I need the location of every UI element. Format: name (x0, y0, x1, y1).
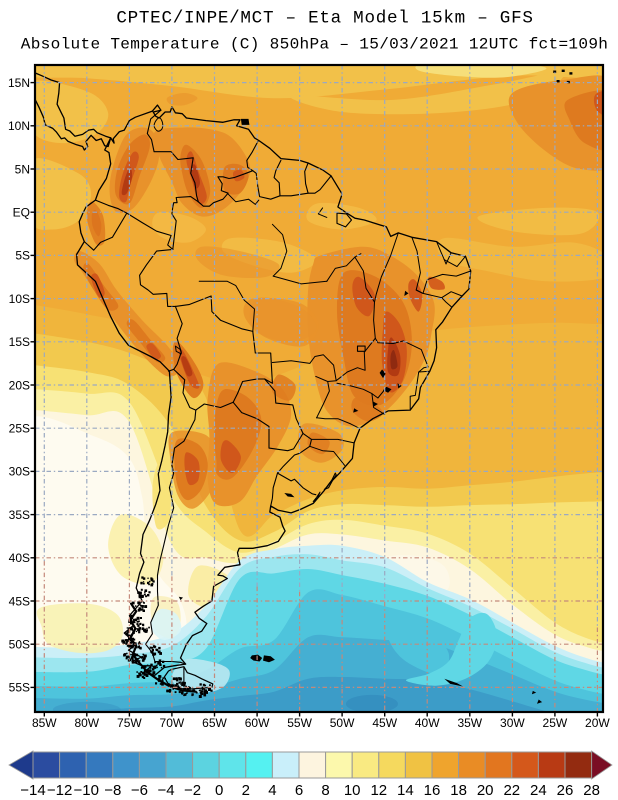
svg-text:35W: 35W (457, 716, 482, 730)
svg-text:5S: 5S (15, 249, 30, 263)
svg-text:10N: 10N (8, 119, 30, 133)
svg-text:10: 10 (344, 782, 361, 799)
svg-text:22: 22 (503, 782, 520, 799)
svg-text:0: 0 (215, 782, 223, 799)
svg-text:40W: 40W (415, 716, 440, 730)
svg-text:−6: −6 (131, 782, 148, 799)
svg-text:5N: 5N (15, 162, 30, 176)
svg-text:24: 24 (530, 782, 547, 799)
svg-text:26: 26 (557, 782, 574, 799)
svg-text:−14: −14 (20, 782, 45, 799)
svg-text:28: 28 (583, 782, 600, 799)
svg-text:−4: −4 (157, 782, 174, 799)
svg-text:25W: 25W (543, 716, 568, 730)
svg-text:EQ: EQ (13, 206, 30, 220)
svg-text:15N: 15N (8, 76, 30, 90)
svg-text:−8: −8 (104, 782, 121, 799)
svg-text:8: 8 (321, 782, 329, 799)
svg-text:12: 12 (370, 782, 387, 799)
svg-text:70W: 70W (160, 716, 185, 730)
svg-text:55S: 55S (9, 681, 30, 695)
svg-text:55W: 55W (287, 716, 312, 730)
svg-text:45W: 45W (372, 716, 397, 730)
svg-text:25S: 25S (9, 422, 30, 436)
svg-text:35S: 35S (9, 508, 30, 522)
svg-text:CPTEC/INPE/MCT – Eta Model 15: CPTEC/INPE/MCT – Eta Model 15km – GFS (116, 8, 533, 28)
svg-text:60W: 60W (245, 716, 270, 730)
svg-text:6: 6 (295, 782, 303, 799)
svg-text:40S: 40S (9, 551, 30, 565)
svg-text:−2: −2 (184, 782, 201, 799)
svg-text:75W: 75W (117, 716, 142, 730)
svg-text:14: 14 (397, 782, 414, 799)
svg-text:45S: 45S (9, 594, 30, 608)
svg-text:Absolute Temperature (C) 850hP: Absolute Temperature (C) 850hPa – 15/03/… (21, 36, 609, 54)
svg-text:−12: −12 (47, 782, 72, 799)
svg-text:15S: 15S (9, 335, 30, 349)
svg-text:4: 4 (268, 782, 276, 799)
svg-text:85W: 85W (32, 716, 57, 730)
svg-text:30S: 30S (9, 465, 30, 479)
svg-text:30W: 30W (500, 716, 525, 730)
svg-text:65W: 65W (202, 716, 227, 730)
svg-text:2: 2 (242, 782, 250, 799)
svg-text:10S: 10S (9, 292, 30, 306)
svg-text:−10: −10 (73, 782, 98, 799)
svg-text:80W: 80W (74, 716, 99, 730)
svg-text:16: 16 (424, 782, 441, 799)
svg-text:20W: 20W (585, 716, 610, 730)
svg-text:18: 18 (450, 782, 467, 799)
svg-text:20S: 20S (9, 378, 30, 392)
svg-text:50W: 50W (330, 716, 355, 730)
svg-text:20: 20 (477, 782, 494, 799)
svg-text:50S: 50S (9, 638, 30, 652)
